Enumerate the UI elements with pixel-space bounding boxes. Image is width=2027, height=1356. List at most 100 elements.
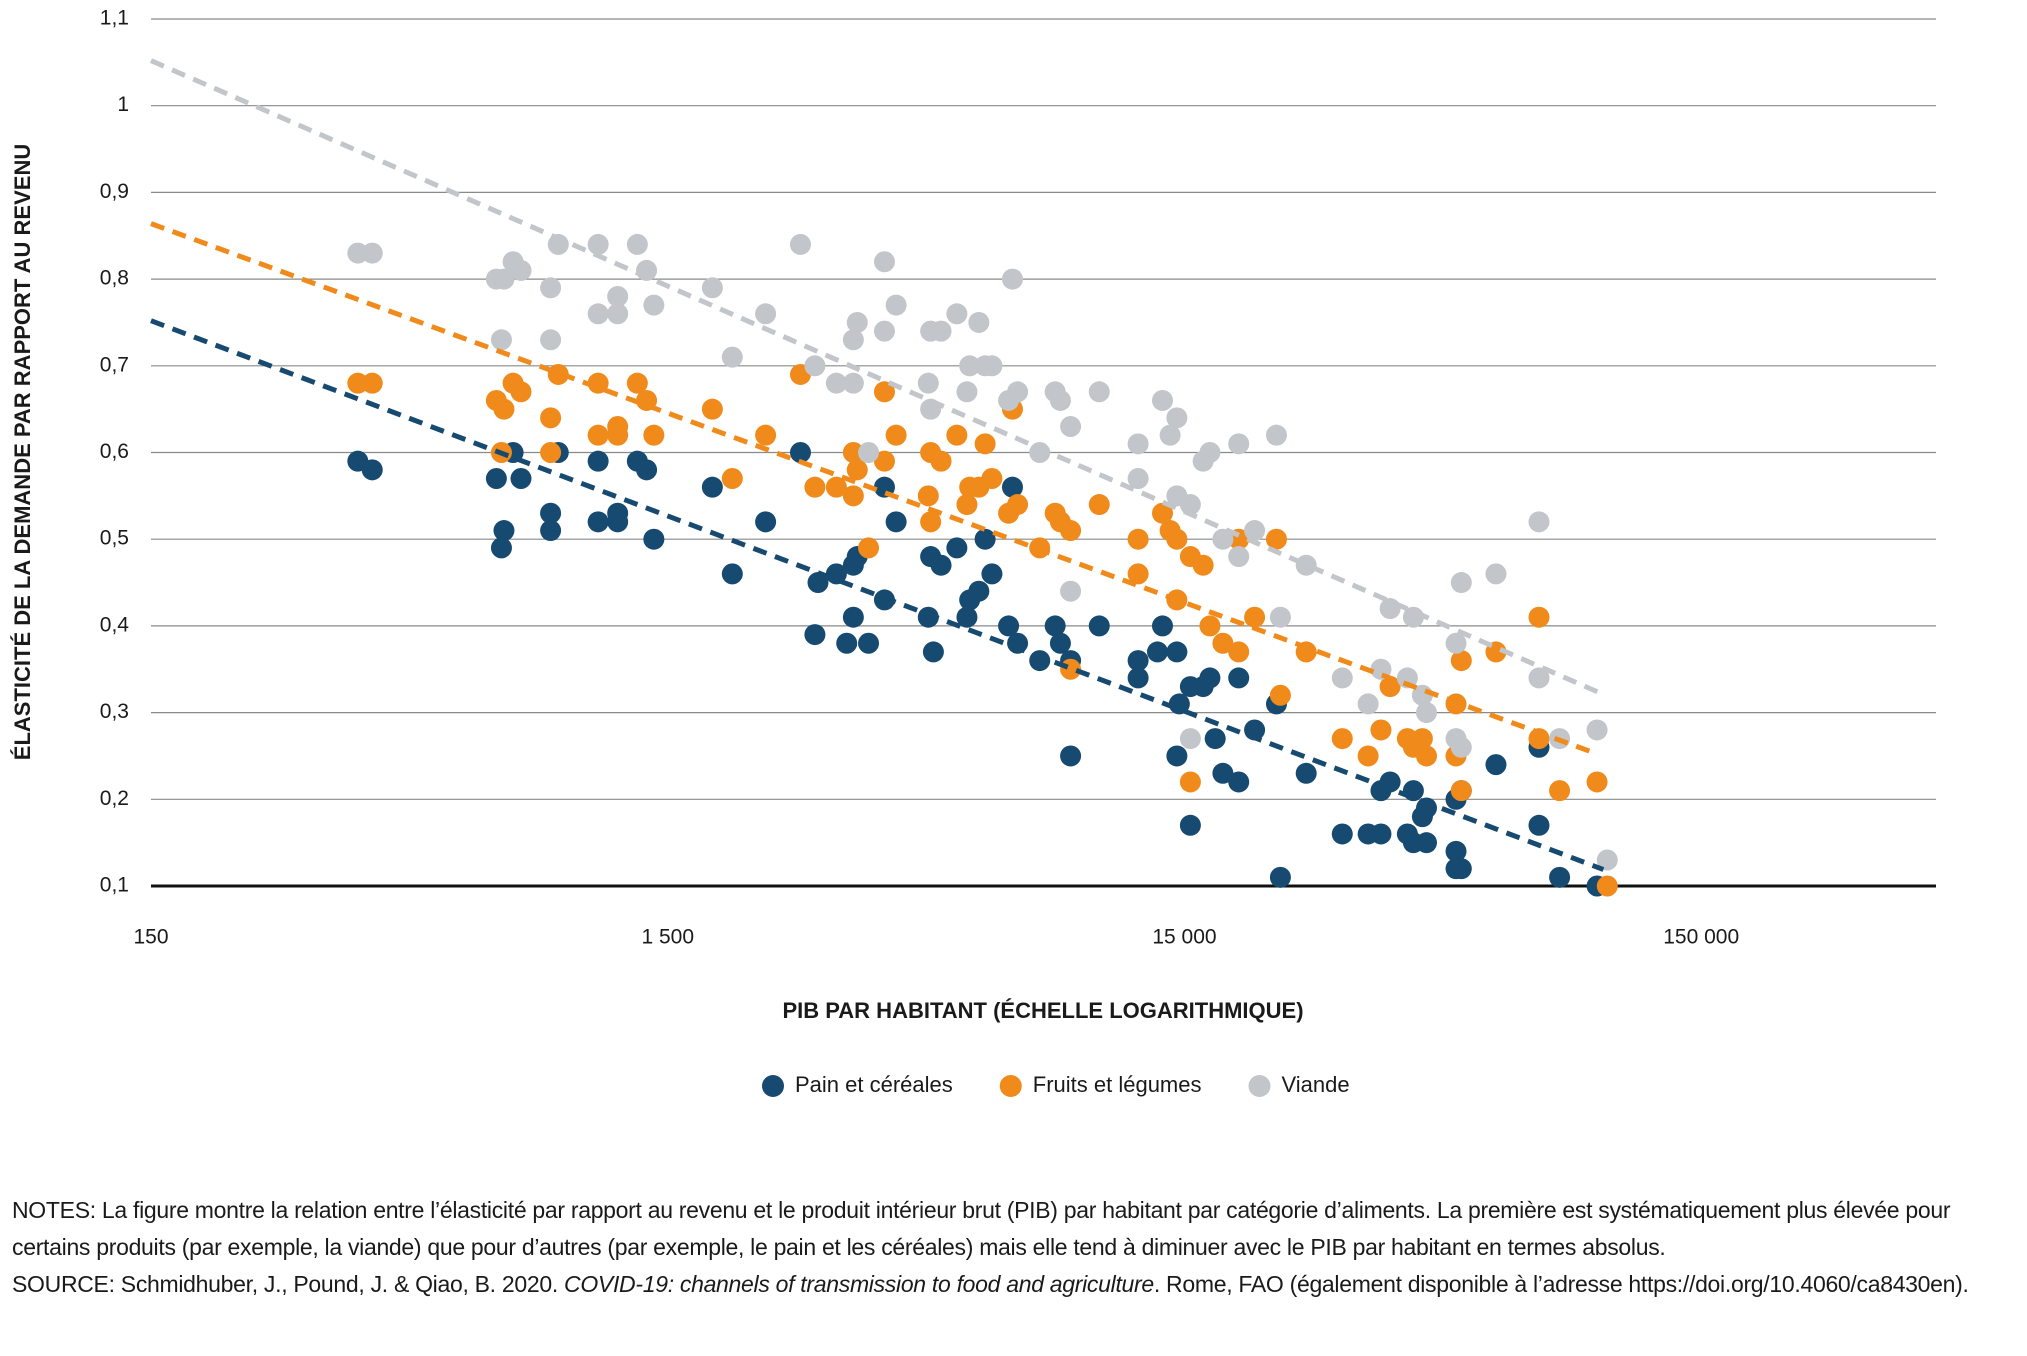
point bbox=[540, 502, 562, 524]
point bbox=[1450, 736, 1472, 758]
point bbox=[361, 242, 383, 264]
point bbox=[1586, 771, 1608, 793]
y-tick-label: 0,4 bbox=[100, 613, 130, 636]
point bbox=[842, 372, 864, 394]
point bbox=[873, 251, 895, 273]
point bbox=[842, 485, 864, 507]
point bbox=[626, 233, 648, 255]
y-axis-title: ÉLASTICITÉ DE LA DEMANDE PAR RAPPORT AU … bbox=[10, 144, 35, 760]
point bbox=[1192, 554, 1214, 576]
y-tick-label: 0,6 bbox=[100, 440, 129, 463]
point bbox=[1029, 650, 1051, 672]
point bbox=[846, 311, 868, 333]
point bbox=[1151, 502, 1173, 524]
point bbox=[1088, 615, 1110, 637]
point bbox=[981, 468, 1003, 490]
x-tick-label: 150 bbox=[133, 926, 168, 949]
point bbox=[1549, 866, 1571, 888]
point bbox=[361, 372, 383, 394]
point bbox=[946, 303, 968, 325]
point bbox=[587, 303, 609, 325]
point bbox=[1244, 520, 1266, 542]
point bbox=[917, 372, 939, 394]
y-tick-label: 1,1 bbox=[100, 7, 129, 30]
point bbox=[1166, 745, 1188, 767]
legend-swatch bbox=[999, 1075, 1022, 1097]
point bbox=[922, 641, 944, 663]
point bbox=[1127, 528, 1149, 550]
point bbox=[825, 476, 847, 498]
point bbox=[1127, 468, 1149, 490]
point bbox=[540, 329, 562, 351]
source-prefix: SOURCE: Schmidhuber, J., Pound, J. & Qia… bbox=[12, 1271, 565, 1297]
point bbox=[1166, 528, 1188, 550]
point bbox=[490, 329, 512, 351]
x-tick-label: 150 000 bbox=[1663, 926, 1739, 949]
point bbox=[1415, 832, 1437, 854]
point bbox=[930, 320, 952, 342]
point bbox=[981, 355, 1003, 377]
source-text: SOURCE: Schmidhuber, J., Pound, J. & Qia… bbox=[12, 1266, 2012, 1303]
point bbox=[885, 424, 907, 446]
point bbox=[1228, 667, 1250, 689]
point bbox=[946, 424, 968, 446]
point bbox=[540, 442, 562, 463]
point bbox=[1379, 598, 1401, 620]
legend: Pain et céréales Fruits et légumes Viande bbox=[762, 1072, 1350, 1097]
point bbox=[956, 606, 978, 628]
point bbox=[1049, 389, 1071, 411]
point bbox=[540, 277, 562, 299]
point bbox=[1088, 494, 1110, 516]
point bbox=[721, 468, 743, 490]
point bbox=[1060, 745, 1082, 767]
point bbox=[1151, 615, 1173, 637]
point bbox=[1199, 442, 1221, 463]
point bbox=[1450, 780, 1472, 802]
point bbox=[1146, 641, 1168, 663]
legend-label: Pain et céréales bbox=[795, 1072, 953, 1097]
series bbox=[347, 233, 1618, 871]
point bbox=[873, 450, 895, 472]
point bbox=[1528, 814, 1550, 836]
point bbox=[1331, 667, 1353, 689]
point bbox=[858, 632, 880, 654]
point bbox=[1415, 702, 1437, 724]
point bbox=[1370, 719, 1392, 741]
y-tick-label: 0,9 bbox=[100, 180, 129, 203]
point bbox=[1445, 840, 1467, 862]
point bbox=[873, 320, 895, 342]
point bbox=[1295, 762, 1317, 784]
y-tick-label: 1 bbox=[117, 93, 129, 116]
point bbox=[1212, 632, 1234, 654]
point bbox=[836, 632, 858, 654]
point bbox=[361, 459, 383, 481]
point bbox=[1127, 563, 1149, 585]
point bbox=[540, 407, 562, 429]
point bbox=[1485, 754, 1507, 776]
source-suffix: . Rome, FAO (également disponible à l’ad… bbox=[1153, 1271, 1969, 1297]
series bbox=[347, 363, 1618, 897]
trend-line bbox=[150, 221, 1595, 755]
point bbox=[959, 355, 981, 377]
legend-label: Viande bbox=[1282, 1072, 1350, 1097]
point bbox=[1159, 424, 1181, 446]
point bbox=[607, 303, 629, 325]
x-tick-label: 1 500 bbox=[641, 926, 694, 949]
point bbox=[846, 459, 868, 481]
point bbox=[721, 563, 743, 585]
point bbox=[1044, 615, 1066, 637]
point bbox=[1331, 728, 1353, 750]
point bbox=[347, 372, 369, 394]
point bbox=[1269, 606, 1291, 628]
point bbox=[1586, 719, 1608, 741]
point bbox=[974, 433, 996, 455]
point bbox=[930, 450, 952, 472]
point bbox=[873, 381, 895, 403]
point bbox=[1450, 572, 1472, 594]
point bbox=[1528, 667, 1550, 689]
point bbox=[1060, 415, 1082, 437]
point bbox=[968, 580, 990, 602]
point bbox=[1265, 528, 1287, 550]
point bbox=[347, 242, 369, 264]
